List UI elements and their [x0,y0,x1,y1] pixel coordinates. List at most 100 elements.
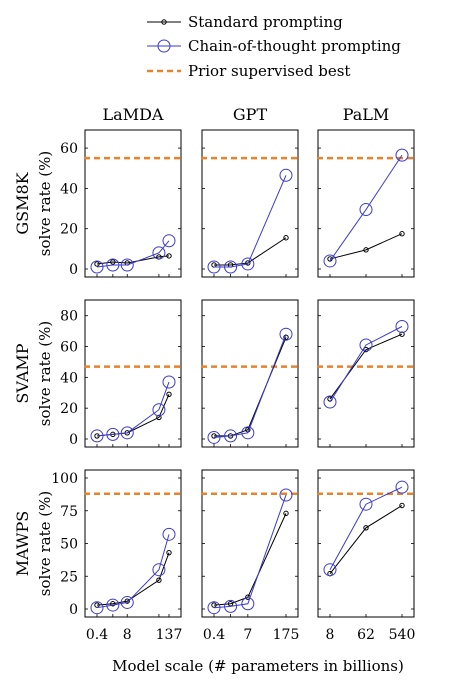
y-tick-label: 50 [60,537,78,553]
row-dataset-label: MAWPS [13,511,32,576]
x-tick-label: 8 [326,627,335,643]
cot-point [120,595,134,609]
cot-series-line [329,326,403,403]
cot-point [162,375,176,389]
cot-point [279,327,293,341]
standard-point [363,346,369,353]
x-axis-label: Model scale (# parameters in billions) [112,657,404,675]
standard-point [245,260,251,266]
column-title: GPT [233,105,268,124]
cot-point [224,260,238,274]
panel-frame [201,129,299,278]
cot-series-line [329,154,403,262]
legend-label: Prior supervised best [188,62,350,80]
standard-point [399,231,405,237]
column-title: LaMDA [103,105,164,124]
cot-series-line [213,494,287,609]
x-tick-label: 0.4 [86,627,108,643]
cot-series-line [96,534,170,609]
cot-point [152,563,166,577]
standard-point [327,256,333,262]
legend-swatch-marker-0 [161,19,167,25]
panel-frame [317,469,415,618]
y-tick-label: 60 [60,340,78,356]
panel-frame [201,299,299,448]
cot-point [323,563,337,577]
cot-point [207,430,221,444]
standard-point [110,259,116,265]
cot-point [241,426,255,440]
cot-point [162,234,176,248]
cot-point [279,488,293,502]
cot-point [152,403,166,417]
x-tick-label: 7 [243,627,252,643]
cot-point [90,429,104,443]
cot-point [323,395,337,409]
y-tick-label: 20 [60,222,78,238]
standard-point [363,247,369,253]
cot-point [90,260,104,274]
y-tick-label: 40 [60,370,78,386]
y-tick-label: 0 [69,432,78,448]
cot-point [207,260,221,274]
x-tick-label: 540 [389,627,416,643]
cot-point [241,597,255,611]
standard-series-line [329,233,403,260]
x-tick-label: 62 [357,627,375,643]
cot-point [395,319,409,333]
standard-series-line [214,237,287,266]
panel-frame [84,129,182,278]
y-axis-label: solve rate (%) [36,321,54,426]
cot-point [359,338,373,352]
standard-point [124,598,130,604]
standard-series-line [214,337,287,437]
panel-frame [201,469,299,618]
legend-swatch-marker-1 [157,39,171,53]
cot-point [152,246,166,260]
standard-point [94,261,100,267]
standard-point [363,525,369,531]
cot-point [120,258,134,272]
cot-point [279,168,293,182]
y-tick-label: 75 [60,504,78,520]
cot-point [207,601,221,615]
cot-series-line [213,334,287,438]
standard-point [211,433,217,439]
cot-point [162,527,176,541]
standard-series-line [213,513,287,606]
standard-point [156,577,162,583]
cot-point [120,426,134,440]
panel-frame [84,299,182,448]
standard-point [110,601,116,607]
y-tick-label: 80 [60,309,78,325]
cot-point [395,480,409,494]
standard-point [166,549,172,556]
y-tick-label: 0 [69,262,78,278]
standard-point [166,253,172,259]
row-dataset-label: GSM8K [13,171,32,234]
y-tick-label: 20 [60,401,78,417]
x-tick-label: 8 [123,627,132,643]
x-tick-label: 0.4 [203,627,225,643]
cot-series-line [96,240,170,268]
y-tick-label: 60 [60,141,78,157]
standard-point [166,391,172,398]
standard-series-line [329,505,403,574]
cot-point [224,429,238,443]
y-tick-label: 0 [69,602,78,618]
legend-label: Standard prompting [188,13,343,31]
cot-point [224,599,238,613]
y-tick-label: 25 [60,569,78,585]
y-axis-label: solve rate (%) [36,151,54,256]
cot-point [90,601,104,615]
legend-label: Chain-of-thought prompting [188,37,401,55]
standard-series-line [96,552,170,606]
y-tick-label: 40 [60,181,78,197]
cot-point [359,497,373,511]
panel-frame [317,299,415,448]
row-dataset-label: SVAMP [13,343,32,403]
cot-point [106,598,120,612]
legend: Standard prompting Chain-of-thought promp… [147,13,401,80]
